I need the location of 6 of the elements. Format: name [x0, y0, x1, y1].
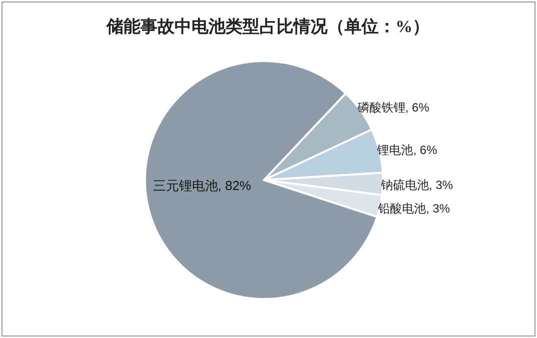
chart-title: 储能事故中电池类型占比情况（单位：%）: [106, 17, 430, 36]
slice-label: 铅酸电池, 3%: [376, 201, 450, 216]
slice-label: 锂电池, 6%: [376, 143, 438, 158]
slice-label: 钠硫电池, 3%: [380, 178, 454, 192]
slice-label: 磷酸铁锂, 6%: [356, 100, 430, 115]
slice-label: 三元锂电池, 82%: [152, 178, 252, 193]
